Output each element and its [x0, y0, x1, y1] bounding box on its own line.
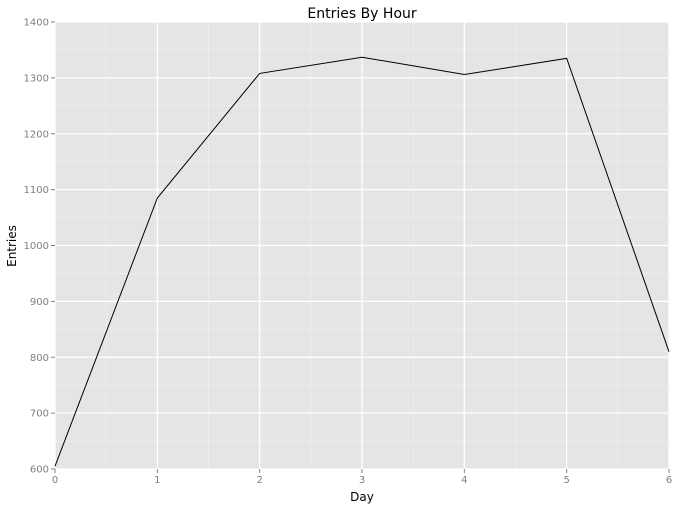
x-axis-title: Day: [350, 490, 374, 504]
axis-ticks: [51, 21, 670, 473]
y-axis-title: Entries: [5, 225, 19, 267]
x-tick-labels: 0 1 2 3 4 5 6: [52, 475, 672, 486]
y-tick-label: 1100: [24, 185, 49, 196]
series-line: [54, 56, 670, 467]
x-tick-label: 1: [154, 475, 160, 486]
y-tick-label: 1400: [24, 18, 49, 29]
y-tick-label: 1300: [24, 73, 49, 84]
x-tick-label: 6: [666, 475, 672, 486]
x-tick-label: 3: [359, 475, 365, 486]
y-tick-label: 700: [30, 409, 49, 420]
x-tick-label: 4: [461, 475, 467, 486]
y-tick-label: 1200: [24, 129, 49, 140]
y-tick-label: 600: [30, 465, 49, 476]
x-tick-label: 2: [256, 475, 262, 486]
chart-title: Entries By Hour: [307, 6, 417, 22]
y-tick-label: 1000: [24, 241, 49, 252]
y-tick-label: 900: [30, 297, 49, 308]
x-tick-label: 0: [52, 475, 58, 486]
series-group: [54, 56, 670, 467]
x-tick-label: 5: [563, 475, 569, 486]
y-tick-label: 800: [30, 353, 49, 364]
y-tick-labels: 600 700 800 900 1000 1100 1200 1300 1400: [24, 18, 49, 476]
